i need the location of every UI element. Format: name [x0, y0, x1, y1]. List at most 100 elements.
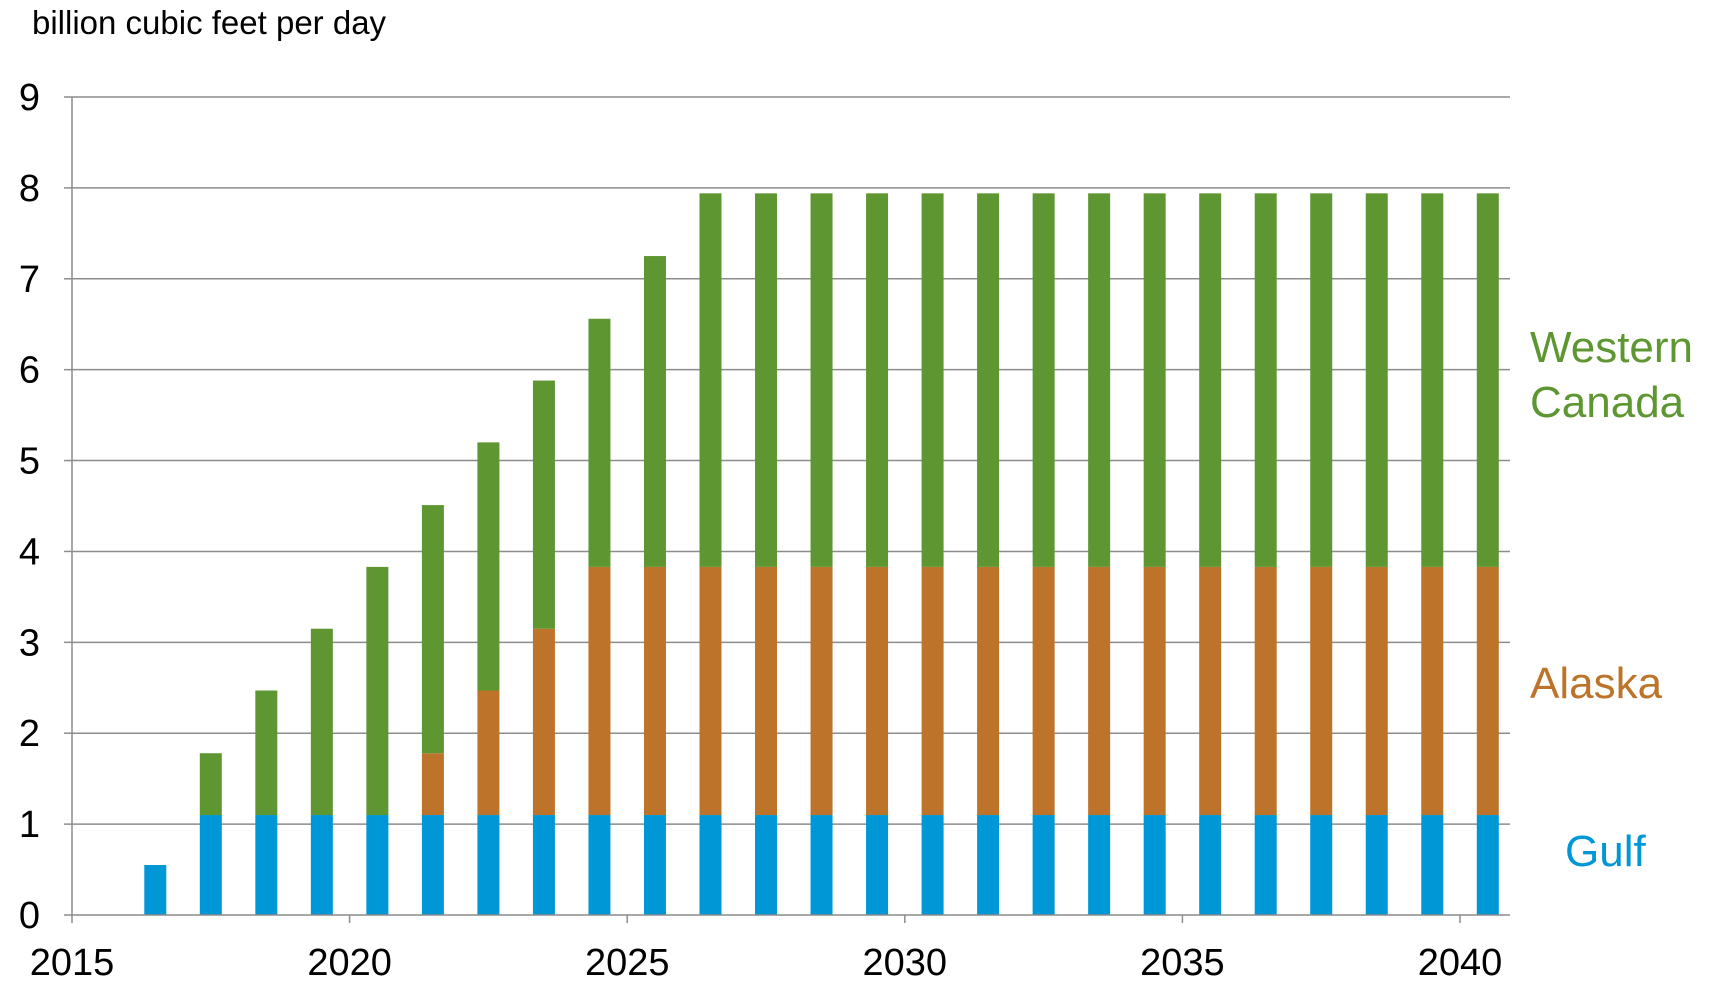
bar-alaska-2026 — [699, 566, 722, 816]
bar-western-canada-2027 — [755, 193, 778, 567]
series-label-line: Western — [1530, 323, 1693, 372]
bar-alaska-2032 — [1032, 566, 1055, 816]
bar-gulf-2022 — [477, 815, 500, 915]
bar-western-canada-2028 — [810, 193, 833, 567]
bar-alaska-2038 — [1365, 566, 1388, 816]
series-label-alaska: Alaska — [1530, 659, 1663, 708]
x-tick-label-2020: 2020 — [307, 942, 392, 983]
bar-gulf-2025 — [643, 815, 666, 915]
series-label-western-canada: Western Canada — [1530, 323, 1693, 427]
bar-gulf-2031 — [977, 815, 1000, 915]
bar-western-canada-2017 — [199, 753, 222, 816]
x-tick-label-2035: 2035 — [1140, 942, 1225, 983]
bar-gulf-2016 — [144, 865, 167, 915]
bar-alaska-2031 — [977, 566, 1000, 816]
bar-gulf-2019 — [310, 815, 333, 915]
bar-alaska-2025 — [643, 566, 666, 816]
bar-alaska-2036 — [1254, 566, 1277, 816]
bar-alaska-2034 — [1143, 566, 1166, 816]
bar-gulf-2023 — [532, 815, 555, 915]
bar-gulf-2033 — [1088, 815, 1111, 915]
bar-western-canada-2023 — [532, 380, 555, 629]
bar-western-canada-2035 — [1199, 193, 1222, 567]
y-axis-unit-label: billion cubic feet per day — [32, 4, 387, 41]
series-label-gulf: Gulf — [1565, 827, 1646, 876]
bar-gulf-2028 — [810, 815, 833, 915]
bar-western-canada-2029 — [866, 193, 889, 567]
bar-western-canada-2039 — [1421, 193, 1444, 567]
bar-western-canada-2021 — [421, 505, 444, 754]
bar-alaska-2021 — [421, 753, 444, 816]
bar-gulf-2035 — [1199, 815, 1222, 915]
bar-alaska-2022 — [477, 690, 500, 816]
bar-gulf-2034 — [1143, 815, 1166, 915]
bar-gulf-2020 — [366, 815, 389, 915]
bar-alaska-2027 — [755, 566, 778, 816]
bar-alaska-2028 — [810, 566, 833, 816]
bar-gulf-2029 — [866, 815, 889, 915]
bar-alaska-2024 — [588, 566, 611, 816]
y-tick-label-4: 4 — [19, 531, 40, 573]
y-tick-label-9: 9 — [19, 77, 40, 119]
bar-western-canada-2034 — [1143, 193, 1166, 567]
bar-western-canada-2025 — [643, 256, 666, 567]
x-tick-label-2040: 2040 — [1418, 942, 1503, 983]
bar-western-canada-2037 — [1310, 193, 1333, 567]
bar-western-canada-2032 — [1032, 193, 1055, 567]
gridlines — [72, 96, 1510, 825]
bar-alaska-2033 — [1088, 566, 1111, 816]
y-tick-label-5: 5 — [19, 441, 40, 483]
bar-alaska-2039 — [1421, 566, 1444, 816]
y-tick-label-6: 6 — [19, 350, 40, 392]
bar-gulf-2024 — [588, 815, 611, 915]
bar-stacks — [144, 193, 1499, 915]
bar-gulf-2026 — [699, 815, 722, 915]
x-tick-labels: 2015 2020 2025 2030 2035 2040 — [30, 942, 1503, 983]
bar-western-canada-2024 — [588, 318, 611, 567]
bar-western-canada-2019 — [310, 628, 333, 816]
bar-gulf-2032 — [1032, 815, 1055, 915]
bar-alaska-2023 — [532, 628, 555, 816]
bar-alaska-2040 — [1476, 566, 1499, 816]
y-tick-labels: 0 1 2 3 4 5 6 7 8 9 — [19, 77, 40, 937]
bar-gulf-2038 — [1365, 815, 1388, 915]
bar-gulf-2018 — [255, 815, 278, 915]
y-tick-label-0: 0 — [19, 895, 40, 937]
bar-western-canada-2036 — [1254, 193, 1277, 567]
bar-western-canada-2018 — [255, 690, 278, 816]
y-tick-label-3: 3 — [19, 622, 40, 664]
x-tick-label-2015: 2015 — [30, 942, 115, 983]
bar-gulf-2017 — [199, 815, 222, 915]
series-labels: Western Canada Alaska Gulf — [1530, 323, 1693, 876]
bar-alaska-2029 — [866, 566, 889, 816]
bar-gulf-2039 — [1421, 815, 1444, 915]
bar-gulf-2040 — [1476, 815, 1499, 915]
bar-gulf-2037 — [1310, 815, 1333, 915]
bar-alaska-2037 — [1310, 566, 1333, 816]
bar-western-canada-2030 — [921, 193, 944, 567]
x-tick-label-2025: 2025 — [585, 942, 670, 983]
bar-gulf-2021 — [421, 815, 444, 915]
x-tick-label-2030: 2030 — [863, 942, 948, 983]
y-tick-label-1: 1 — [19, 804, 40, 846]
y-tick-label-8: 8 — [19, 168, 40, 210]
series-label-line: Canada — [1530, 378, 1685, 427]
bar-western-canada-2038 — [1365, 193, 1388, 567]
bar-western-canada-2033 — [1088, 193, 1111, 567]
bar-alaska-2030 — [921, 566, 944, 816]
bar-western-canada-2040 — [1476, 193, 1499, 567]
series-label-line: Alaska — [1530, 659, 1663, 708]
bar-gulf-2027 — [755, 815, 778, 915]
bar-western-canada-2020 — [366, 566, 389, 816]
bar-alaska-2035 — [1199, 566, 1222, 816]
bar-gulf-2030 — [921, 815, 944, 915]
y-tick-label-7: 7 — [19, 259, 40, 301]
y-tick-label-2: 2 — [19, 713, 40, 755]
series-label-line: Gulf — [1565, 827, 1646, 876]
axes — [64, 96, 1510, 923]
bar-western-canada-2026 — [699, 193, 722, 567]
bar-gulf-2036 — [1254, 815, 1277, 915]
bar-western-canada-2031 — [977, 193, 1000, 567]
bar-western-canada-2022 — [477, 442, 500, 691]
